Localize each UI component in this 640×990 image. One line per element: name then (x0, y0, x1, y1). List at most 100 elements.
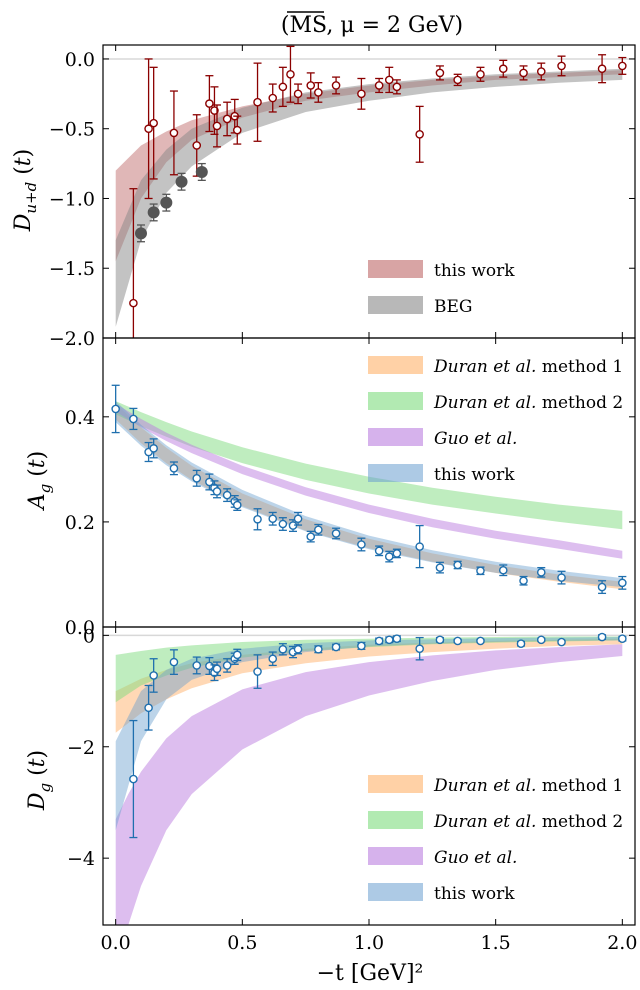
data-point (453, 73, 462, 87)
data-point (618, 634, 627, 643)
legend-swatch (368, 260, 423, 278)
legend: Duran et al. method 1 Duran et al. method… (368, 356, 623, 485)
plot-area (103, 45, 635, 338)
data-point (135, 224, 147, 243)
plot-area (103, 632, 635, 925)
x-tick-label: 2.0 (607, 932, 637, 954)
legend-entry: BEG (434, 297, 472, 317)
band-guo-et-al- (115, 644, 623, 925)
data-point (314, 523, 323, 536)
legend-swatch (368, 847, 423, 865)
data-point (597, 54, 607, 84)
data-point (453, 560, 462, 570)
legend-entry: Guo et al. (434, 848, 517, 868)
x-tick-label: 0.0 (101, 932, 131, 954)
data-point (169, 649, 179, 675)
y-tick-label: −2 (67, 737, 95, 759)
svg-text:Du+d (t): Du+d (t) (11, 149, 40, 233)
legend-entry: Guo et al. (434, 429, 517, 449)
data-point (232, 499, 242, 511)
data-point (195, 162, 208, 181)
data-point (498, 564, 508, 577)
data-point (149, 438, 158, 459)
data-point (435, 635, 445, 645)
data-point (232, 648, 242, 662)
band-guo-et-al- (115, 403, 623, 559)
legend: Duran et al. method 1 Duran et al. method… (368, 775, 623, 904)
data-point (306, 530, 316, 543)
data-point (415, 105, 424, 163)
data-point (222, 101, 232, 137)
data-point (111, 384, 120, 434)
ylabel-a-g: Ag (t) (25, 451, 54, 512)
data-point (476, 66, 485, 82)
data-point (232, 115, 242, 145)
data-point (557, 637, 566, 647)
data-point (331, 527, 341, 540)
data-point (357, 77, 366, 110)
band-duran-et-al-method-2 (115, 636, 623, 703)
svg-text:Dg (t): Dg (t) (25, 750, 54, 811)
data-point (149, 658, 158, 693)
data-point (278, 643, 288, 656)
data-point (222, 488, 232, 503)
data-point (129, 407, 138, 431)
data-point (268, 83, 278, 113)
data-point (205, 75, 214, 133)
x-tick-label: 0.5 (227, 932, 257, 954)
data-point (147, 203, 160, 222)
data-point (384, 550, 394, 563)
data-point (618, 56, 627, 75)
figure-title: (MS, μ = 2 GeV) (281, 13, 463, 38)
data-point (175, 172, 188, 191)
data-point (192, 469, 202, 487)
data-point (536, 62, 546, 81)
legend-swatch (368, 392, 423, 410)
data-point (212, 484, 222, 499)
data-point (435, 561, 445, 574)
data-point (498, 59, 508, 78)
y-tick-label: −1.0 (49, 188, 95, 210)
y-tick-label: 0.0 (65, 617, 95, 639)
plot-area (111, 384, 627, 595)
y-tick-label: −4 (67, 848, 95, 870)
legend-swatch (368, 464, 423, 482)
data-point (253, 508, 262, 531)
legend-swatch (368, 811, 423, 829)
data-point (516, 639, 526, 649)
data-point (144, 58, 153, 200)
data-point (205, 656, 214, 675)
data-point (169, 461, 179, 476)
data-point (144, 684, 153, 731)
data-point (253, 62, 262, 142)
data-point (129, 719, 138, 839)
legend-entry: this work (434, 465, 515, 485)
legend-entry: Duran et al. method 1 (433, 776, 623, 796)
y-tick-label: 0.2 (65, 512, 95, 534)
data-point (392, 79, 402, 95)
data-point (253, 654, 262, 689)
data-point (212, 104, 222, 148)
data-point (293, 511, 303, 526)
x-tick-label: 1.5 (481, 932, 511, 954)
data-point (384, 635, 394, 645)
legend-swatch (368, 356, 423, 374)
data-point (268, 511, 278, 526)
data-point (476, 566, 485, 576)
data-point (597, 632, 607, 642)
legend-entry: Duran et al. method 2 (433, 812, 623, 832)
data-point (192, 656, 202, 675)
panel-d-uplusd: 0.0 −0.5 −1.0 −1.5 −2.0 this work BEG (49, 44, 636, 350)
data-point (557, 570, 566, 585)
y-tick-label: 0 (83, 625, 95, 647)
data-point (415, 636, 424, 661)
band-beg (115, 68, 623, 327)
data-point (357, 641, 366, 651)
x-axis-label: −t [GeV]² (317, 961, 424, 986)
data-point (278, 66, 288, 108)
data-point (293, 83, 303, 105)
legend-swatch (368, 775, 423, 793)
data-point (519, 65, 528, 81)
